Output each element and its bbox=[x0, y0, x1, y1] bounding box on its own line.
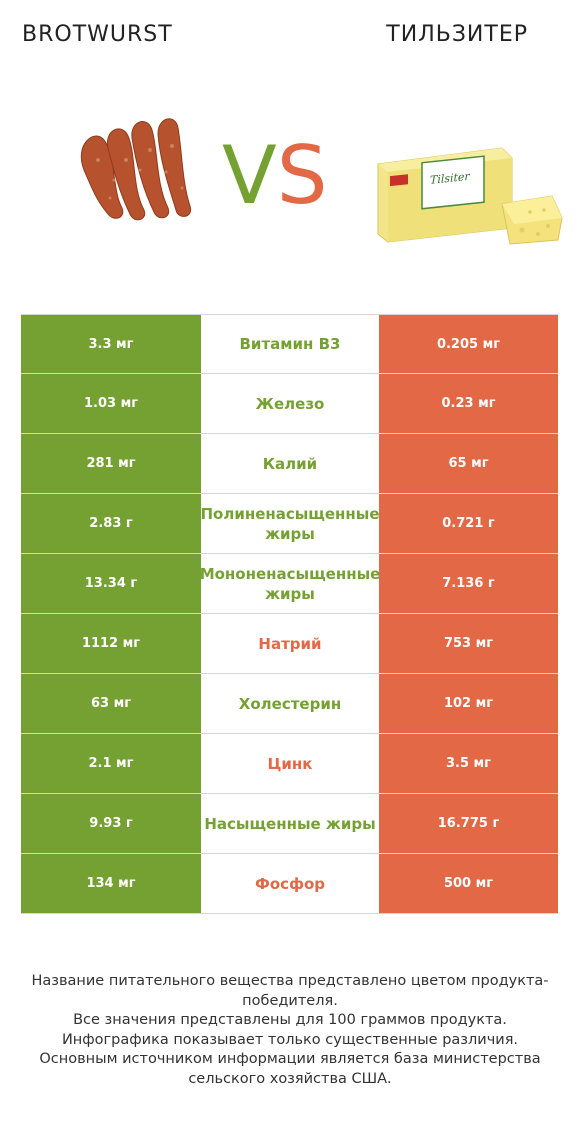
footer-line-3: Инфографика показывает только существенн… bbox=[61, 1031, 519, 1048]
nutrient-name: Цинк bbox=[267, 754, 313, 773]
nutrient-name: Полиненасыщенные жиры bbox=[200, 504, 380, 543]
left-value: 13.34 г bbox=[21, 554, 201, 613]
nutrient-name: Фосфор bbox=[255, 874, 325, 893]
table-row: 281 мг Калий 65 мг bbox=[21, 434, 558, 494]
table-row: 134 мг Фосфор 500 мг bbox=[21, 854, 558, 914]
footer-notes: Название питательного вещества представл… bbox=[20, 972, 560, 1089]
nutrient-name: Натрий bbox=[258, 634, 322, 653]
right-value: 500 мг bbox=[379, 854, 558, 913]
nutrient-name: Витамин B3 bbox=[239, 335, 341, 353]
brotwurst-sausage-image bbox=[80, 118, 192, 221]
footer-line-2: Все значения представлены для 100 граммо… bbox=[73, 1012, 507, 1028]
left-value: 134 мг bbox=[21, 854, 201, 913]
vs-label: VS bbox=[222, 126, 328, 226]
table-row: 13.34 г Мононенасыщенные жиры 7.136 г bbox=[21, 554, 558, 614]
nutrient-name: Насыщенные жиры bbox=[204, 814, 376, 833]
hero: VS Tilsiter bbox=[0, 100, 580, 270]
right-value: 3.5 мг bbox=[379, 734, 558, 793]
right-value: 0.23 мг bbox=[379, 374, 558, 433]
footer-line-4: Основным источником информации является … bbox=[39, 1051, 541, 1087]
left-value: 2.83 г bbox=[21, 494, 201, 553]
right-value: 102 мг bbox=[379, 674, 558, 733]
nutrient-name: Калий bbox=[262, 454, 318, 473]
right-value: 0.205 мг bbox=[379, 315, 558, 373]
left-value: 281 мг bbox=[21, 434, 201, 493]
table-row: 3.3 мг Витамин B3 0.205 мг bbox=[21, 314, 558, 374]
right-value: 0.721 г bbox=[379, 494, 558, 553]
table-row: 2.83 г Полиненасыщенные жиры 0.721 г bbox=[21, 494, 558, 554]
footer-line-1: Название питательного вещества представл… bbox=[31, 973, 549, 1009]
right-value: 753 мг bbox=[379, 614, 558, 673]
table-row: 63 мг Холестерин 102 мг bbox=[21, 674, 558, 734]
left-value: 9.93 г bbox=[21, 794, 201, 853]
right-value: 16.775 г bbox=[379, 794, 558, 853]
nutrient-name: Железо bbox=[255, 394, 325, 413]
left-value: 1.03 мг bbox=[21, 374, 201, 433]
left-value: 3.3 мг bbox=[21, 315, 201, 373]
table-row: 9.93 г Насыщенные жиры 16.775 г bbox=[21, 794, 558, 854]
vs-v-letter: V bbox=[222, 129, 277, 222]
vs-s-letter: S bbox=[276, 129, 328, 222]
right-value: 7.136 г bbox=[379, 554, 558, 613]
nutrient-name: Мононенасыщенные жиры bbox=[199, 564, 381, 603]
comparison-table: 3.3 мг Витамин B3 0.205 мг 1.03 мг Железо 0.2… bbox=[21, 314, 558, 914]
nutrient-name: Холестерин bbox=[238, 694, 342, 713]
cheese-package-label: Tilsiter bbox=[430, 170, 470, 187]
left-product-title: BROTWURST bbox=[22, 22, 173, 47]
table-row: 1.03 мг Железо 0.23 мг bbox=[21, 374, 558, 434]
left-value: 2.1 мг bbox=[21, 734, 201, 793]
table-row: 1112 мг Натрий 753 мг bbox=[21, 614, 558, 674]
tilsiter-cheese-image: Tilsiter bbox=[377, 147, 563, 245]
left-value: 1112 мг bbox=[21, 614, 201, 673]
left-value: 63 мг bbox=[21, 674, 201, 733]
right-value: 65 мг bbox=[379, 434, 558, 493]
right-product-title: ТИЛЬЗИТЕР bbox=[386, 22, 528, 47]
table-row: 2.1 мг Цинк 3.5 мг bbox=[21, 734, 558, 794]
